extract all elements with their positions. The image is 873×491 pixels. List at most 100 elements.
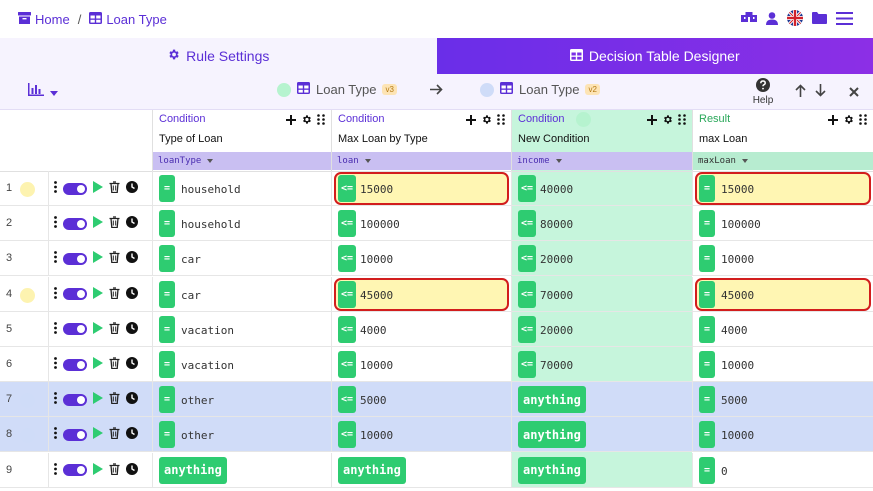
row-history-button[interactable] [126, 357, 138, 372]
table-cell[interactable]: = household [152, 206, 331, 242]
source-table[interactable]: Loan Type v3 [277, 82, 397, 97]
operator-badge[interactable]: <= [338, 315, 357, 343]
operator-badge[interactable]: = [159, 210, 175, 238]
row-enable-toggle[interactable] [63, 252, 87, 265]
chart-dropdown[interactable] [28, 83, 58, 99]
run-row-button[interactable] [93, 357, 103, 372]
table-cell[interactable]: <= 20000 [511, 311, 692, 347]
row-menu-icon[interactable] [54, 462, 57, 478]
row-menu-icon[interactable] [54, 216, 57, 231]
breadcrumb-home-link[interactable]: Home [35, 11, 70, 27]
anything-badge[interactable]: anything [518, 386, 586, 414]
operator-badge[interactable]: <= [338, 386, 357, 414]
operator-badge[interactable]: = [159, 386, 175, 414]
table-cell[interactable]: = 10000 [692, 417, 873, 453]
operator-badge[interactable]: = [699, 315, 715, 343]
table-cell[interactable]: <= 20000 [511, 241, 692, 277]
row-enable-toggle[interactable] [63, 323, 87, 336]
run-row-button[interactable] [93, 321, 103, 337]
column-settings-button[interactable] [843, 114, 854, 128]
menu-icon[interactable] [836, 11, 853, 28]
table-cell[interactable]: = vacation [152, 347, 331, 382]
row-enable-toggle[interactable] [63, 393, 87, 406]
table-cell[interactable]: <= 15000 [331, 171, 511, 206]
delete-row-button[interactable] [109, 216, 120, 231]
table-cell[interactable]: = 5000 [692, 382, 873, 418]
table-cell[interactable]: <= 70000 [511, 276, 692, 312]
row-history-button[interactable] [126, 427, 138, 442]
row-enable-toggle[interactable] [63, 428, 87, 441]
run-row-button[interactable] [93, 392, 103, 407]
close-button[interactable] [849, 85, 859, 100]
drag-handle-icon[interactable] [497, 114, 505, 128]
table-cell[interactable]: anything [511, 382, 692, 418]
row-enable-toggle[interactable] [63, 182, 87, 195]
row-menu-icon[interactable] [54, 392, 57, 407]
row-menu-icon[interactable] [54, 286, 57, 302]
delete-row-button[interactable] [109, 286, 120, 302]
table-cell[interactable]: <= 40000 [511, 171, 692, 206]
column-settings-button[interactable] [481, 114, 492, 128]
move-down-button[interactable] [815, 84, 826, 100]
row-enable-toggle[interactable] [63, 217, 87, 230]
operator-badge[interactable]: = [159, 315, 175, 343]
table-cell[interactable]: = vacation [152, 311, 331, 347]
boxes-icon[interactable] [741, 11, 757, 28]
operator-badge[interactable]: = [699, 386, 715, 414]
row-history-button[interactable] [126, 181, 138, 196]
operator-badge[interactable]: <= [518, 210, 537, 238]
table-cell[interactable]: = car [152, 276, 331, 312]
target-table[interactable]: Loan Type v2 [480, 82, 600, 97]
operator-badge[interactable]: = [699, 421, 715, 449]
anything-badge[interactable]: anything [159, 456, 227, 484]
table-cell[interactable]: anything [511, 452, 692, 488]
operator-badge[interactable]: <= [338, 175, 357, 202]
operator-badge[interactable]: <= [518, 175, 537, 202]
operator-badge[interactable]: = [159, 421, 175, 449]
operator-badge[interactable]: <= [518, 351, 537, 378]
uk-flag-icon[interactable] [787, 10, 803, 29]
table-cell[interactable]: <= 10000 [331, 241, 511, 277]
operator-badge[interactable]: = [159, 351, 175, 378]
column-settings-button[interactable] [301, 114, 312, 128]
row-history-button[interactable] [126, 286, 138, 302]
row-history-button[interactable] [126, 251, 138, 266]
tab-rule-settings[interactable]: Rule Settings [0, 38, 437, 74]
drag-handle-icon[interactable] [859, 114, 867, 128]
row-menu-icon[interactable] [54, 357, 57, 372]
table-cell[interactable]: <= 70000 [511, 347, 692, 382]
delete-row-button[interactable] [109, 251, 120, 266]
table-cell[interactable]: <= 10000 [331, 347, 511, 382]
row-menu-icon[interactable] [54, 427, 57, 442]
table-cell[interactable]: = 4000 [692, 311, 873, 347]
table-cell[interactable]: = car [152, 241, 331, 277]
operator-badge[interactable]: <= [338, 280, 357, 308]
anything-badge[interactable]: anything [518, 456, 586, 484]
run-row-button[interactable] [93, 427, 103, 442]
run-row-button[interactable] [93, 462, 103, 478]
operator-badge[interactable]: = [699, 175, 715, 202]
add-column-button[interactable] [647, 114, 657, 128]
run-row-button[interactable] [93, 286, 103, 302]
table-cell[interactable]: anything [511, 417, 692, 453]
add-column-button[interactable] [466, 114, 476, 128]
run-row-button[interactable] [93, 251, 103, 266]
table-cell[interactable]: <= 4000 [331, 311, 511, 347]
row-menu-icon[interactable] [54, 321, 57, 337]
row-history-button[interactable] [126, 392, 138, 407]
move-up-button[interactable] [795, 84, 806, 100]
column-field-selector[interactable]: loanType [153, 152, 331, 170]
run-row-button[interactable] [93, 181, 103, 196]
delete-row-button[interactable] [109, 322, 120, 337]
operator-badge[interactable]: <= [338, 351, 357, 378]
column-field-selector[interactable]: loan [332, 152, 511, 170]
operator-badge[interactable]: = [159, 245, 175, 273]
table-cell[interactable]: = 10000 [692, 347, 873, 382]
operator-badge[interactable]: = [699, 280, 715, 308]
table-cell[interactable]: = 0 [692, 452, 873, 488]
table-cell[interactable]: = 45000 [692, 276, 873, 312]
delete-row-button[interactable] [109, 181, 120, 196]
delete-row-button[interactable] [109, 357, 120, 372]
operator-badge[interactable]: = [159, 280, 175, 308]
table-cell[interactable]: = 100000 [692, 206, 873, 242]
